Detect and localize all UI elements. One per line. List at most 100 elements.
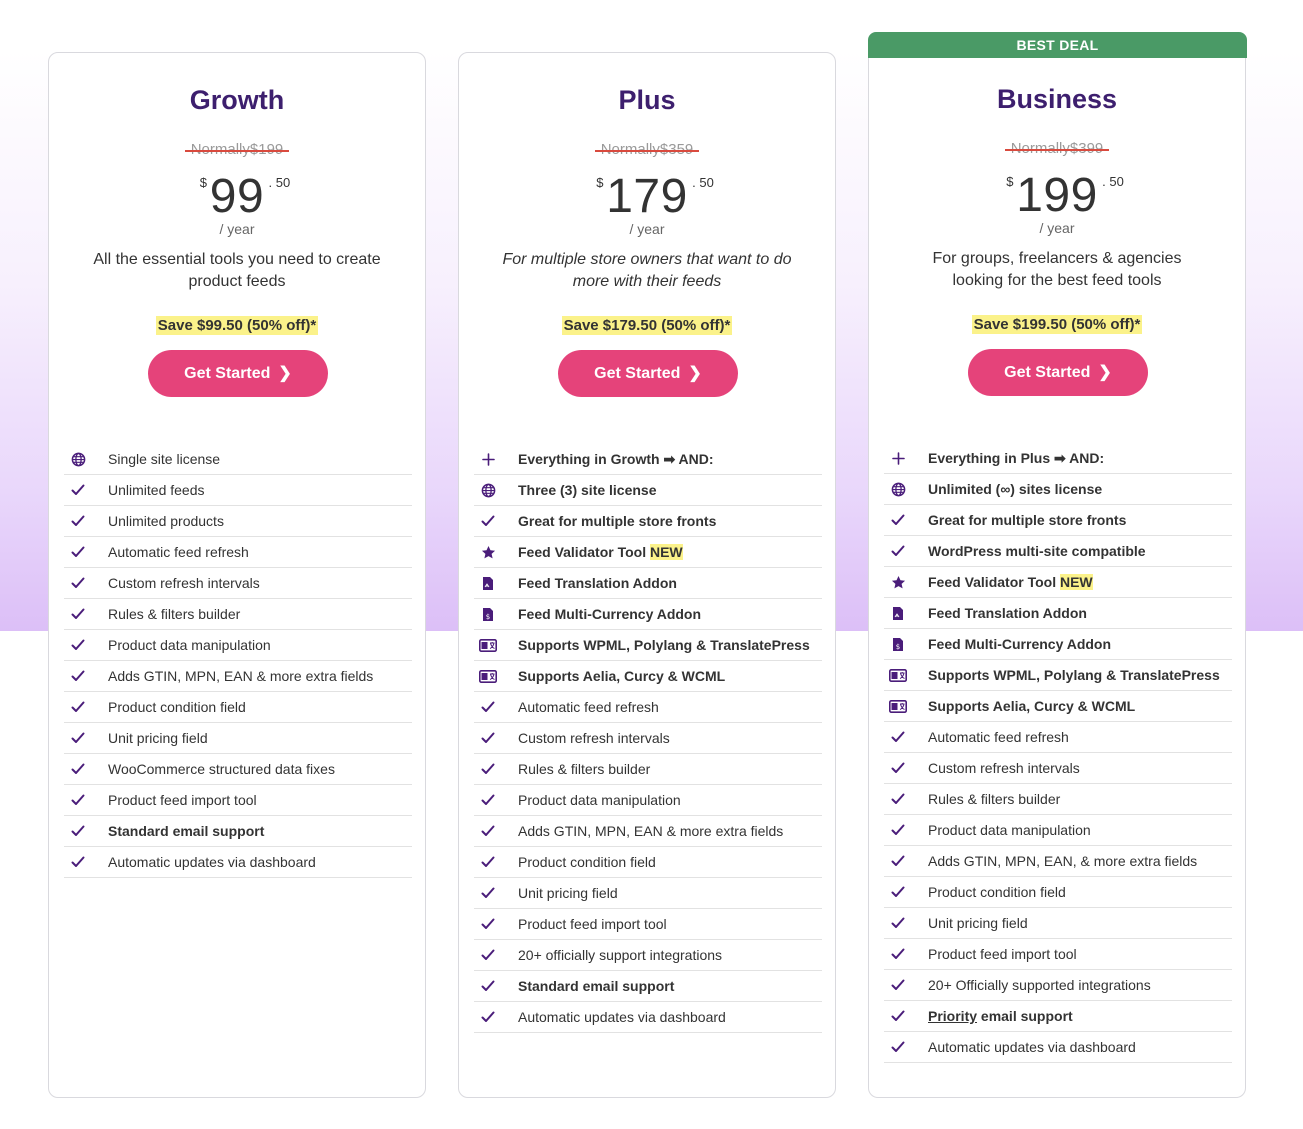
- feature-text: Feed Validator Tool NEW: [518, 544, 683, 560]
- feature-item: $ Feed Multi-Currency Addon: [474, 599, 822, 630]
- priority-link[interactable]: Priority: [928, 1008, 978, 1024]
- feature-label: Everything in Growth ➡ AND:: [518, 450, 714, 467]
- plan-price: $99. 50: [49, 171, 425, 223]
- file-currency-icon: $: [474, 607, 502, 622]
- button-label: Get Started: [1004, 364, 1091, 381]
- feature-label: Product data manipulation: [108, 637, 271, 653]
- price-period: / year: [1039, 220, 1075, 236]
- feature-label: Three (3) site license: [518, 482, 657, 498]
- check-icon: [64, 515, 92, 527]
- feature-label: Adds GTIN, MPN, EAN & more extra fields: [518, 823, 784, 839]
- feature-label: Feed Validator Tool: [928, 574, 1060, 590]
- feature-label: 20+ Officially supported integrations: [928, 977, 1151, 993]
- feature-item: Standard email support: [64, 816, 412, 847]
- star-icon: [884, 575, 912, 590]
- language-card-icon: [474, 669, 502, 683]
- feature-item: Product data manipulation: [64, 630, 412, 661]
- check-icon: [64, 763, 92, 775]
- feature-text: Everything in Plus ➡ AND:: [928, 450, 1104, 467]
- feature-item: Great for multiple store fronts: [474, 506, 822, 537]
- chevron-right-icon: ❯: [278, 365, 292, 382]
- normal-price-text: Normally$199: [184, 141, 290, 158]
- feature-item: Unit pricing field: [474, 878, 822, 909]
- feature-label: Product data manipulation: [518, 792, 681, 808]
- feature-item: Supports WPML, Polylang & TranslatePress: [884, 660, 1232, 691]
- feature-item: Supports WPML, Polylang & TranslatePress: [474, 630, 822, 661]
- feature-text: Automatic updates via dashboard: [108, 854, 316, 870]
- feature-label: Great for multiple store fronts: [518, 513, 717, 529]
- feature-text: Priority email support: [928, 1008, 1073, 1024]
- get-started-button[interactable]: Get Started ❯: [558, 350, 738, 397]
- check-icon: [474, 856, 502, 868]
- feature-text: Automatic updates via dashboard: [928, 1039, 1136, 1055]
- price-period: / year: [629, 221, 665, 237]
- svg-text:$: $: [486, 613, 490, 621]
- price-amount: 99: [209, 170, 265, 223]
- feature-text: Standard email support: [108, 823, 264, 839]
- get-started-button[interactable]: Get Started ❯: [148, 350, 328, 397]
- feature-text: Automatic updates via dashboard: [518, 1009, 726, 1025]
- feature-item: Unlimited products: [64, 506, 412, 537]
- feature-text: Feed Multi-Currency Addon: [518, 606, 701, 622]
- best-deal-badge: BEST DEAL: [868, 32, 1247, 58]
- check-icon: [474, 794, 502, 806]
- plan-price: $199 . 50: [869, 170, 1245, 222]
- check-icon: [64, 856, 92, 868]
- feature-label: 20+ officially support integrations: [518, 947, 723, 963]
- feature-label: Supports Aelia, Curcy & WCML: [928, 698, 1136, 714]
- price-period: / year: [219, 221, 255, 237]
- feature-text: Unlimited feeds: [108, 482, 205, 498]
- feature-item: Adds GTIN, MPN, EAN & more extra fields: [64, 661, 412, 692]
- feature-label: Unlimited feeds: [108, 482, 205, 498]
- feature-text: Unit pricing field: [928, 915, 1028, 931]
- feature-label: WordPress multi-site compatible: [928, 543, 1146, 559]
- star-icon: [474, 545, 502, 560]
- plan-description: All the essential tools you need to crea…: [93, 251, 381, 290]
- feature-item: Unlimited feeds: [64, 475, 412, 506]
- feature-item: Everything in Plus ➡ AND:: [884, 443, 1232, 474]
- feature-label: Feed Validator Tool: [518, 544, 650, 560]
- feature-text: Supports Aelia, Curcy & WCML: [518, 668, 725, 684]
- feature-item: Everything in Growth ➡ AND:: [474, 444, 822, 475]
- check-icon: [884, 1010, 912, 1022]
- feature-text: WordPress multi-site compatible: [928, 543, 1146, 559]
- feature-item: Feed Validator Tool NEW: [474, 537, 822, 568]
- savings-label: Save $99.50 (50% off)*: [49, 316, 425, 335]
- feature-label: Automatic feed refresh: [108, 544, 249, 560]
- feature-text: Product condition field: [518, 854, 656, 870]
- price-currency: $: [1006, 174, 1014, 189]
- feature-label: Automatic updates via dashboard: [928, 1039, 1136, 1055]
- plan-title: Growth: [189, 85, 285, 115]
- feature-text: Product condition field: [108, 699, 246, 715]
- language-card-icon: [474, 638, 502, 652]
- language-card-icon: [884, 699, 912, 713]
- savings-label: Save $199.50 (50% off)*: [869, 315, 1245, 334]
- check-icon: [474, 949, 502, 961]
- feature-text: Product feed import tool: [928, 946, 1077, 962]
- feature-label: Unit pricing field: [518, 885, 618, 901]
- price-amount: 179: [606, 170, 688, 223]
- feature-label: Automatic updates via dashboard: [518, 1009, 726, 1025]
- globe-icon: [64, 452, 92, 467]
- feature-item: Automatic feed refresh: [884, 722, 1232, 753]
- check-icon: [884, 855, 912, 867]
- feature-item: Custom refresh intervals: [884, 753, 1232, 784]
- get-started-button[interactable]: Get Started ❯: [968, 349, 1148, 396]
- check-icon: [884, 948, 912, 960]
- savings-label: Save $179.50 (50% off)*: [459, 316, 835, 335]
- plan-card-plus: Plus Normally$359 $179 . 50 / year For mu…: [458, 52, 836, 1098]
- feature-label: Feed Multi-Currency Addon: [928, 636, 1112, 652]
- feature-label: Custom refresh intervals: [928, 760, 1080, 776]
- check-icon: [474, 701, 502, 713]
- feature-text: Supports WPML, Polylang & TranslatePress: [518, 637, 810, 653]
- check-icon: [884, 886, 912, 898]
- feature-item: Feed Translation Addon: [474, 568, 822, 599]
- plan-description: For multiple store owners that want to d…: [502, 251, 792, 290]
- feature-label: Adds GTIN, MPN, EAN, & more extra fields: [928, 853, 1198, 869]
- feature-item: Adds GTIN, MPN, EAN & more extra fields: [474, 816, 822, 847]
- feature-text: Product data manipulation: [928, 822, 1091, 838]
- feature-text: Product condition field: [928, 884, 1066, 900]
- plan-description: For groups, freelancers & agencies looki…: [932, 250, 1182, 289]
- file-translate-icon: [474, 576, 502, 591]
- feature-label: Automatic feed refresh: [928, 729, 1069, 745]
